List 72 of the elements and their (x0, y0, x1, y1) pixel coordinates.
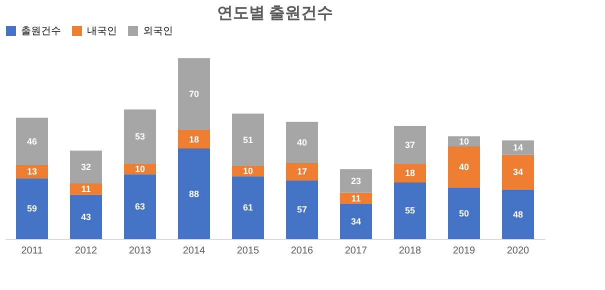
data-label: 70 (188, 89, 200, 100)
bar (232, 176, 264, 239)
data-label: 40 (458, 162, 470, 172)
bar (124, 164, 156, 174)
data-label: 14 (512, 142, 524, 153)
data-label: 40 (296, 137, 308, 148)
bar (70, 184, 102, 195)
bar (70, 194, 102, 239)
x-tick-label: 2013 (128, 246, 152, 256)
data-label: 53 (134, 132, 146, 142)
bar (448, 188, 480, 239)
x-tick-label: 2017 (344, 246, 368, 256)
data-label: 18 (188, 134, 200, 144)
data-label: 23 (350, 176, 362, 186)
legend-label: 내국인 (87, 26, 117, 37)
bar (124, 174, 156, 239)
data-label: 11 (351, 193, 361, 204)
x-tick-label: 2016 (290, 246, 314, 256)
bar (502, 190, 534, 239)
bar (448, 146, 480, 188)
bar (16, 118, 48, 165)
bar (178, 148, 210, 239)
data-label: 18 (404, 168, 416, 178)
bar (286, 180, 318, 239)
bar (286, 122, 318, 163)
x-tick-label: 2019 (452, 246, 476, 256)
bar (16, 178, 48, 239)
data-label: 55 (404, 206, 416, 216)
x-tick-label: 2020 (506, 246, 530, 256)
data-label: 46 (26, 136, 38, 146)
data-label: 10 (458, 136, 470, 146)
data-label: 13 (26, 166, 38, 177)
data-label: 10 (134, 164, 146, 174)
x-tick-label: 2014 (182, 246, 206, 256)
bar (448, 136, 480, 146)
bar (16, 165, 48, 178)
bar (394, 182, 426, 239)
data-label: 63 (134, 202, 146, 212)
data-label: 37 (404, 140, 416, 150)
data-label: 59 (26, 204, 38, 214)
x-tick-label: 2018 (398, 246, 422, 256)
data-label: 61 (242, 202, 254, 213)
bar (286, 162, 318, 180)
bar (394, 126, 426, 164)
x-tick-label: 2015 (236, 246, 260, 256)
data-label: 11 (81, 184, 91, 194)
data-label: 34 (512, 167, 524, 178)
bar (178, 58, 210, 130)
bar (502, 154, 534, 190)
bar (232, 166, 264, 176)
data-label: 51 (242, 134, 254, 145)
bar (394, 164, 426, 182)
data-label: 10 (242, 166, 254, 176)
data-label: 17 (296, 166, 308, 177)
legend-label: 출원건수 (21, 26, 61, 37)
bar (340, 204, 372, 239)
data-label: 32 (80, 162, 92, 172)
data-label: 34 (350, 216, 362, 227)
data-label: 43 (80, 212, 92, 222)
data-label: 88 (188, 188, 200, 199)
data-label: 50 (458, 208, 470, 218)
bar (178, 130, 210, 149)
bar (124, 110, 156, 164)
x-tick-label: 2012 (74, 246, 98, 256)
x-tick-label: 2011 (21, 246, 44, 256)
data-label: 57 (296, 204, 308, 215)
legend-label: 외국인 (143, 26, 173, 37)
data-label: 48 (512, 209, 524, 220)
chart-title: 연도별 출원건수 (216, 5, 334, 22)
bar (70, 150, 102, 184)
bar (340, 169, 372, 193)
bar (232, 114, 264, 166)
